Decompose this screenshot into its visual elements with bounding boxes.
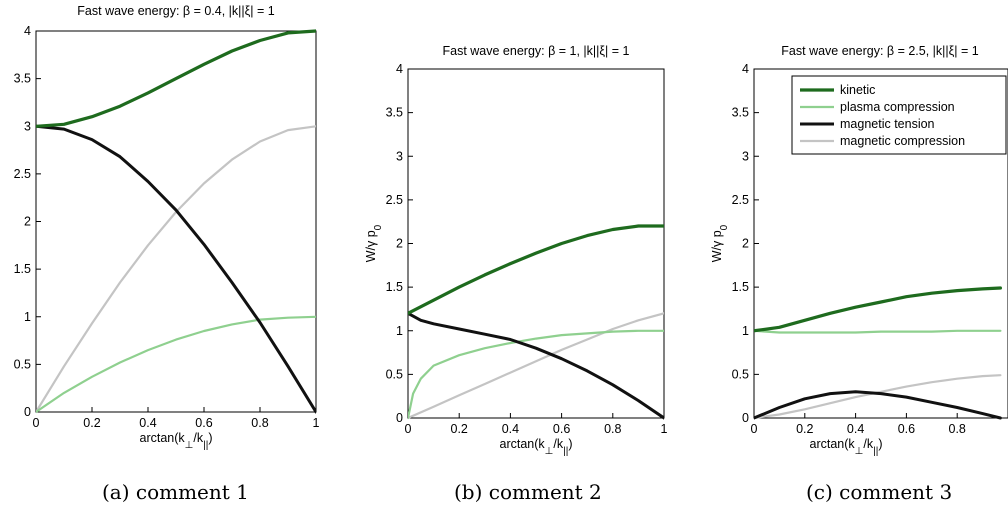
series-line-tension <box>36 124 316 414</box>
x-tick-label: 0.4 <box>139 416 156 430</box>
series-line-tension <box>408 311 664 420</box>
series-line-tension <box>754 390 1002 420</box>
x-tick-label: 1 <box>313 416 320 430</box>
x-axis-label: arctan(k⊥/k||) <box>140 431 213 451</box>
x-tick-label: 0.8 <box>251 416 268 430</box>
y-tick-label: 1 <box>24 310 31 324</box>
y-tick-label: 0 <box>742 411 749 425</box>
chart-3: Fast wave energy: β = 2.5, |k||ξ| = 1 0 0.… <box>710 44 1008 457</box>
x-tick-label: 0 <box>405 422 412 436</box>
series-line-magcomp <box>408 312 664 420</box>
legend: kinetic plasma compression magnetic tensio… <box>791 75 1007 155</box>
caption-c: (c) comment 3 <box>806 480 953 504</box>
x-tick-label: 0.8 <box>949 422 966 436</box>
legend-label-plasma: plasma compression <box>840 100 955 114</box>
y-tick-label: 3 <box>24 119 31 133</box>
y-tick-label: 2.5 <box>386 193 403 207</box>
chart-title: Fast wave energy: β = 0.4, |k||ξ| = 1 <box>77 4 274 18</box>
plot-frame <box>407 68 665 419</box>
x-tick-label: 0.6 <box>553 422 570 436</box>
y-tick-label: 1.5 <box>14 262 31 276</box>
x-tick-label: 1 <box>661 422 668 436</box>
y-tick-label: 1.5 <box>386 280 403 294</box>
x-tick-label: 0.2 <box>451 422 468 436</box>
y-tick-label: 4 <box>396 62 403 76</box>
series-line-magcomp <box>36 125 316 414</box>
series-line-kinetic <box>36 29 316 128</box>
series-line-plasma <box>754 329 1002 334</box>
y-tick-label: 3.5 <box>732 106 749 120</box>
x-tick-label: 0.6 <box>898 422 915 436</box>
y-tick-label: 3.5 <box>386 106 403 120</box>
chart-1: Fast wave energy: β = 0.4, |k||ξ| = 1 0 0.… <box>14 4 320 451</box>
x-axis-label: arctan(k⊥/k||) <box>500 437 573 457</box>
x-tick-label: 0.4 <box>847 422 864 436</box>
plot-frame <box>35 30 317 413</box>
y-tick-label: 4 <box>742 62 749 76</box>
y-tick-label: 0 <box>24 405 31 419</box>
series-line-plasma <box>36 315 316 414</box>
caption-b: (b) comment 2 <box>454 480 602 504</box>
y-axis-label: W/γ p0 <box>710 224 730 262</box>
y-tick-label: 2.5 <box>732 193 749 207</box>
series-line-kinetic <box>408 224 664 315</box>
series-line-magcomp <box>754 374 1002 420</box>
series-line-kinetic <box>754 286 1003 333</box>
x-tick-label: 0 <box>33 416 40 430</box>
x-tick-label: 0.2 <box>796 422 813 436</box>
y-tick-label: 1.5 <box>732 280 749 294</box>
y-tick-label: 1 <box>396 324 403 338</box>
chart-2: Fast wave energy: β = 1, |k||ξ| = 1 0 0.5 1… <box>364 44 668 457</box>
series-line-plasma <box>408 329 664 420</box>
legend-label-magcomp: magnetic compression <box>840 134 965 148</box>
legend-label-kinetic: kinetic <box>840 83 875 97</box>
y-tick-label: 0 <box>396 411 403 425</box>
x-tick-label: 0.4 <box>502 422 519 436</box>
chart-title: Fast wave energy: β = 2.5, |k||ξ| = 1 <box>781 44 978 58</box>
y-tick-label: 2.5 <box>14 167 31 181</box>
caption-a: (a) comment 1 <box>102 480 249 504</box>
x-tick-label: 0 <box>751 422 758 436</box>
y-tick-label: 4 <box>24 24 31 38</box>
y-tick-label: 3.5 <box>14 72 31 86</box>
y-tick-label: 2 <box>742 237 749 251</box>
y-tick-label: 0.5 <box>732 367 749 381</box>
x-tick-label: 0.2 <box>83 416 100 430</box>
x-axis-label: arctan(k⊥/k||) <box>810 437 883 457</box>
x-tick-label: 0.6 <box>195 416 212 430</box>
y-tick-label: 2 <box>24 215 31 229</box>
x-tick-label: 0.8 <box>604 422 621 436</box>
y-tick-label: 3 <box>742 149 749 163</box>
y-tick-label: 2 <box>396 237 403 251</box>
y-tick-label: 0.5 <box>386 367 403 381</box>
y-tick-label: 0.5 <box>14 357 31 371</box>
chart-title: Fast wave energy: β = 1, |k||ξ| = 1 <box>443 44 630 58</box>
y-axis-label: W/γ p0 <box>364 224 384 262</box>
legend-label-tension: magnetic tension <box>840 117 935 131</box>
y-tick-label: 1 <box>742 324 749 338</box>
y-tick-label: 3 <box>396 149 403 163</box>
